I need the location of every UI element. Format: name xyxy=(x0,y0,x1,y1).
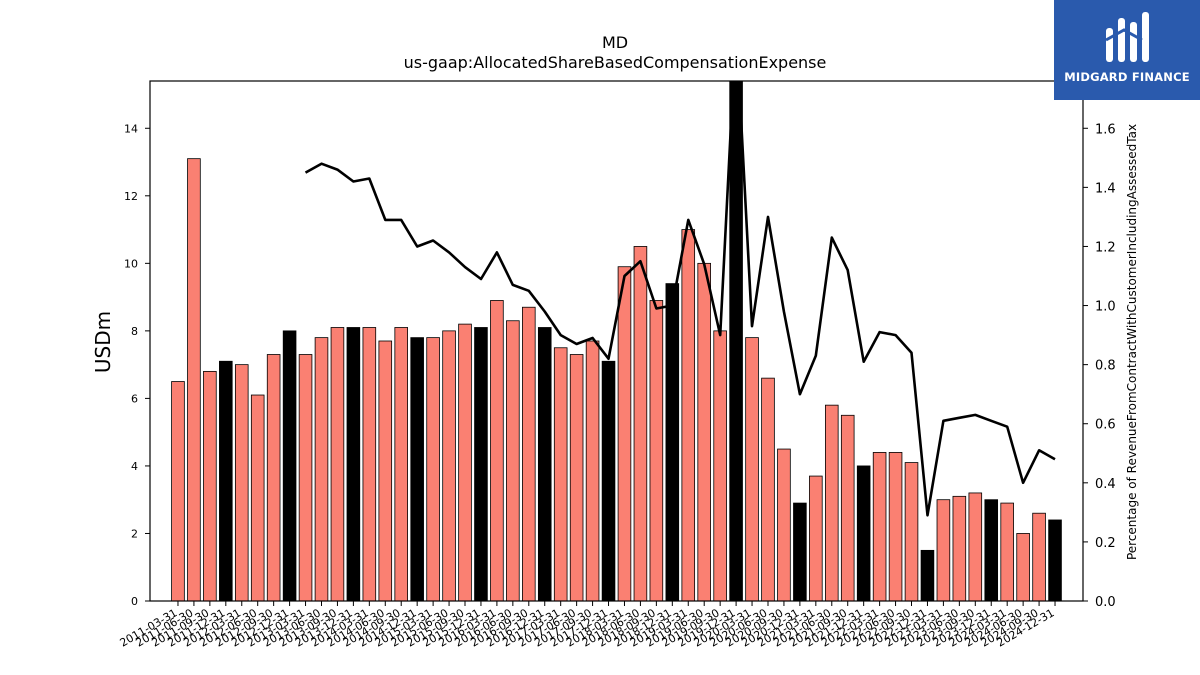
chart-subtitle: us-gaap:AllocatedShareBasedCompensationE… xyxy=(404,53,827,72)
bar-2018-06-30 xyxy=(633,246,648,601)
bar-2017-06-30 xyxy=(569,354,584,601)
bar-2023-12-31 xyxy=(984,499,999,601)
y-tick-label: 4 xyxy=(131,460,138,473)
bar-2011-06-30 xyxy=(187,158,201,601)
bar-2016-09-30 xyxy=(522,306,536,601)
bar-2023-09-30 xyxy=(968,492,983,601)
y-tick-label: 2 xyxy=(131,527,138,540)
bar-2023-06-30 xyxy=(952,495,967,601)
y2-tick-label: 1.2 xyxy=(1095,240,1116,255)
bar-2014-06-30 xyxy=(378,340,393,601)
y-tick-label: 6 xyxy=(131,392,138,405)
bar-2016-06-30 xyxy=(506,320,520,601)
y2-tick-label: 0.2 xyxy=(1095,536,1116,551)
bar-2012-06-30 xyxy=(250,394,265,601)
bar-2011-09-30 xyxy=(203,370,217,601)
bar-2016-03-31 xyxy=(490,300,504,601)
bar-2012-12-31 xyxy=(282,330,297,601)
y2-axis-label: Percentage of RevenueFromContractWithCus… xyxy=(1125,124,1139,560)
midgard-logo-icon xyxy=(1105,12,1149,62)
bar-2022-12-31 xyxy=(920,549,935,601)
bar-2013-12-31 xyxy=(346,327,361,601)
bar-2021-09-30 xyxy=(840,414,855,601)
bar-2024-03-31 xyxy=(1000,502,1014,601)
bar-2023-03-31 xyxy=(936,499,951,601)
bar-2014-03-31 xyxy=(362,327,377,601)
y2-tick-label: 1.4 xyxy=(1095,181,1116,196)
bar-2017-03-31 xyxy=(553,347,568,601)
y2-tick-label: 0.4 xyxy=(1095,477,1116,492)
y2-tick-label: 1.0 xyxy=(1095,300,1116,315)
bar-2021-12-31 xyxy=(856,465,871,601)
y-tick-label: 12 xyxy=(124,190,138,203)
y2-tick-label: 0.6 xyxy=(1095,418,1116,433)
bar-2017-09-30 xyxy=(585,340,600,601)
bar-2020-06-30 xyxy=(761,377,775,601)
y-tick-label: 10 xyxy=(124,257,138,270)
y-tick-label: 8 xyxy=(131,325,138,338)
bar-2015-06-30 xyxy=(442,330,456,601)
bar-2020-09-30 xyxy=(777,448,791,601)
bar-2017-12-31 xyxy=(601,360,616,601)
y-tick-label: 0 xyxy=(131,595,138,608)
bar-2012-09-30 xyxy=(266,354,281,601)
y-axis-label: USDm xyxy=(91,311,115,373)
bar-2013-06-30 xyxy=(314,337,329,601)
bar-2024-09-30 xyxy=(1032,512,1046,601)
bar-2024-12-31 xyxy=(1048,519,1062,601)
bar-2019-09-30 xyxy=(713,330,727,601)
bar-2022-06-30 xyxy=(888,452,903,601)
bar-2011-03-31 xyxy=(171,381,185,601)
plot-frame xyxy=(149,80,1084,602)
y-tick-label: 14 xyxy=(124,122,138,135)
bar-2016-12-31 xyxy=(537,327,552,601)
bar-2015-03-31 xyxy=(426,337,440,601)
bar-2024-06-30 xyxy=(1016,533,1030,601)
y2-tick-label: 0.8 xyxy=(1095,359,1116,374)
series-line xyxy=(304,81,1056,517)
bar-2018-12-31 xyxy=(665,283,680,601)
bar-2015-09-30 xyxy=(458,323,472,601)
bar-2019-12-31 xyxy=(729,81,743,601)
y2-tick-label: 1.6 xyxy=(1095,122,1116,137)
y2-tick-label: 0.0 xyxy=(1095,595,1116,610)
bar-2012-03-31 xyxy=(234,364,249,601)
bar-2011-12-31 xyxy=(219,360,233,601)
bar-2015-12-31 xyxy=(474,327,488,601)
bar-2021-06-30 xyxy=(824,404,839,601)
bar-2018-09-30 xyxy=(649,300,664,601)
bar-2013-09-30 xyxy=(330,327,345,601)
bar-2022-09-30 xyxy=(904,462,919,601)
chart-title: MD xyxy=(602,33,628,52)
bar-2013-03-31 xyxy=(298,354,313,601)
bar-2019-03-31 xyxy=(681,229,696,601)
bar-2014-09-30 xyxy=(394,327,409,601)
bar-2021-03-31 xyxy=(809,475,823,601)
logo: MIDGARD FINANCE xyxy=(1054,0,1200,100)
bar-2020-03-31 xyxy=(745,337,759,601)
logo-text: MIDGARD FINANCE xyxy=(1064,70,1190,84)
bar-2019-06-30 xyxy=(697,262,711,601)
bar-2018-03-31 xyxy=(617,266,632,601)
bar-2020-12-31 xyxy=(793,502,807,601)
bar-2022-03-31 xyxy=(872,452,887,601)
bar-2014-12-31 xyxy=(410,337,424,601)
